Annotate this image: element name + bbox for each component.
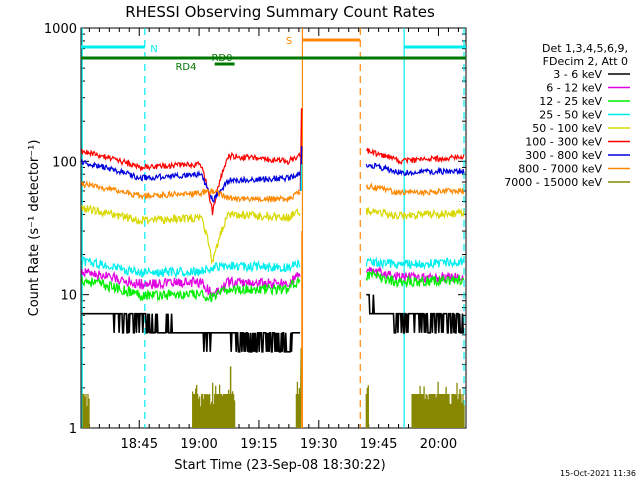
- flag-label-rd0: RD0: [211, 53, 232, 64]
- series-12-25kev-seg0: [81, 276, 301, 303]
- chart-title: RHESSI Observing Summary Count Rates: [125, 3, 435, 21]
- legend-entry-label: 6 - 12 keV: [546, 82, 602, 95]
- flag-label-rd4: RD4: [175, 62, 196, 73]
- series-6-12kev-seg0: [81, 268, 301, 298]
- legend-header-line: Det 1,3,4,5,6,9,: [542, 42, 628, 55]
- legend-entry-label: 3 - 6 keV: [553, 68, 602, 81]
- series-12-25kev-seg1: [365, 268, 465, 289]
- flag-label-s: S: [286, 36, 292, 47]
- x-tick-label: 19:00: [180, 437, 217, 452]
- series-100-300kev-seg0: [81, 148, 301, 216]
- legend-entry-label: 25 - 50 keV: [539, 109, 602, 122]
- x-axis-label: Start Time (23-Sep-08 18:30:22): [174, 458, 385, 473]
- series-3-6kev-seg0: [81, 312, 301, 353]
- x-tick-label: 18:45: [121, 437, 158, 452]
- series-300-800kev-seg0: [81, 159, 301, 203]
- y-tick-label: 1: [69, 422, 77, 437]
- legend-entry-label: 50 - 100 keV: [532, 122, 602, 135]
- series-50-100kev-seg0: [81, 204, 301, 265]
- legend-entry-label: 12 - 25 keV: [539, 95, 602, 108]
- flag-label-n: N: [150, 44, 157, 55]
- legend-entry-label: 7000 - 15000 keV: [504, 176, 602, 189]
- legend: Det 1,3,4,5,6,9,FDecim 2, Att 03 - 6 keV…: [504, 42, 630, 189]
- series-25-50kev-seg0: [81, 256, 301, 280]
- y-tick-label: 100: [52, 155, 77, 170]
- legend-entry-label: 800 - 7000 keV: [518, 163, 602, 176]
- series-3-6kev-seg1: [366, 293, 464, 334]
- series-7000-15000-kev: [82, 381, 465, 428]
- plot-frame: [80, 27, 467, 429]
- flare-drop-line: [299, 347, 302, 429]
- legend-entry-label: 100 - 300 keV: [525, 136, 602, 149]
- x-tick-label: 19:30: [300, 437, 337, 452]
- plot-area: N RD0 RD4 S: [80, 27, 467, 429]
- series-100-300kev-seg1: [365, 147, 465, 165]
- y-tick-labels: 1000 100 10 1: [44, 22, 77, 437]
- x-tick-label: 20:00: [420, 437, 457, 452]
- series-800-7000kev-seg1: [365, 182, 465, 197]
- x-tick-labels: 18:45 19:00 19:15 19:30 19:45 20:00: [121, 437, 458, 452]
- x-tick-label: 19:45: [360, 437, 397, 452]
- y-tick-label: 10: [60, 289, 77, 304]
- legend-header-line: FDecim 2, Att 0: [543, 55, 628, 68]
- series-800-7000kev-seg0: [81, 179, 301, 204]
- series-300-800kev-seg1: [365, 162, 465, 177]
- series-50-100kev-seg1: [365, 207, 465, 221]
- footer-timestamp: 15-Oct-2021 11:36: [560, 469, 636, 478]
- y-tick-label: 1000: [44, 22, 77, 37]
- y-axis-label: Count Rate (s⁻¹ detector⁻¹): [27, 140, 42, 317]
- x-tick-label: 19:15: [240, 437, 277, 452]
- legend-entry-label: 300 - 800 keV: [525, 149, 602, 162]
- series-25-50kev-seg1: [365, 255, 465, 271]
